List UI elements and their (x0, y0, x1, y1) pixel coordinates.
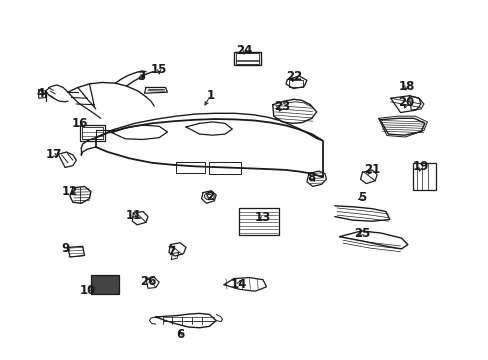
Text: 24: 24 (236, 44, 252, 57)
Text: 23: 23 (274, 100, 290, 113)
Text: 4: 4 (37, 87, 45, 100)
Bar (209, 162, 241, 174)
Text: 25: 25 (354, 226, 370, 239)
Text: 2: 2 (206, 190, 214, 203)
Text: 6: 6 (176, 328, 184, 341)
Bar (235, 53, 258, 64)
Text: 11: 11 (125, 209, 141, 222)
Text: 14: 14 (230, 278, 246, 291)
Text: 9: 9 (61, 242, 69, 255)
Bar (91, 275, 119, 294)
Text: 1: 1 (206, 89, 214, 102)
Text: 22: 22 (285, 70, 302, 83)
Text: 7: 7 (167, 244, 175, 257)
Text: 20: 20 (397, 96, 414, 109)
Bar (238, 208, 278, 234)
Text: 5: 5 (358, 191, 366, 204)
Bar (233, 51, 260, 65)
Text: 19: 19 (412, 160, 428, 173)
Bar (289, 80, 303, 87)
Text: 10: 10 (79, 284, 96, 297)
Bar (412, 163, 435, 190)
Bar (80, 125, 105, 141)
Text: 3: 3 (137, 69, 145, 82)
Text: 12: 12 (61, 185, 78, 198)
Bar (176, 162, 204, 173)
Text: 13: 13 (254, 211, 271, 224)
Text: 15: 15 (151, 63, 167, 76)
Bar (82, 127, 102, 139)
Text: 8: 8 (307, 171, 315, 184)
Text: 17: 17 (45, 148, 61, 161)
Text: 18: 18 (397, 80, 414, 93)
Text: 26: 26 (140, 275, 156, 288)
Text: 21: 21 (364, 163, 380, 176)
Text: 16: 16 (71, 117, 88, 130)
